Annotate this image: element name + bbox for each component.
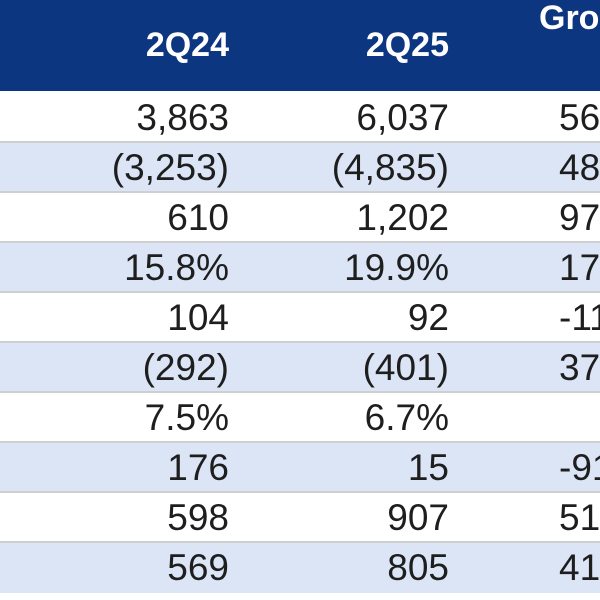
header-growth: Gro	[539, 0, 600, 37]
cell-2q24: 15.8%	[124, 247, 229, 288]
cell-2q24: 104	[167, 297, 229, 338]
table-row: 7.5% 6.7%	[0, 393, 600, 443]
cell-growth: 48	[559, 147, 600, 188]
table-body: 3,863 6,037 56 (3,253) (4,835) 48 610 1,…	[0, 93, 600, 593]
cell-2q24: 610	[167, 197, 229, 238]
cell-2q25: 19.9%	[344, 247, 449, 288]
table-header: 2Q24 2Q25 Gro	[0, 0, 600, 91]
cell-2q24: 3,863	[136, 97, 229, 138]
table-row: (292) (401) 37	[0, 343, 600, 393]
table-row: (3,253) (4,835) 48	[0, 143, 600, 193]
cell-2q25: (401)	[362, 347, 449, 388]
table-row: 176 15 -91	[0, 443, 600, 493]
cell-growth: 56	[559, 97, 600, 138]
cell-2q24: 598	[167, 497, 229, 538]
table-row: 610 1,202 97	[0, 193, 600, 243]
table-row: 3,863 6,037 56	[0, 93, 600, 143]
table-row: 569 805 41	[0, 543, 600, 593]
cell-growth: -91	[559, 447, 600, 488]
table-row: 598 907 51	[0, 493, 600, 543]
cell-growth: 41	[559, 547, 600, 588]
table-row: 104 92 -11	[0, 293, 600, 343]
cell-2q25: (4,835)	[331, 147, 449, 188]
cell-2q25: 1,202	[356, 197, 449, 238]
cell-2q24: 176	[167, 447, 229, 488]
cell-2q25: 6,037	[356, 97, 449, 138]
cell-2q25: 92	[407, 297, 449, 338]
header-2q24: 2Q24	[145, 26, 229, 64]
cell-2q24: (3,253)	[111, 147, 229, 188]
cell-growth: 97	[559, 197, 600, 238]
cell-growth: 51	[559, 497, 600, 538]
cell-growth: -11	[559, 297, 600, 338]
cell-2q25: 6.7%	[364, 397, 449, 438]
cell-2q25: 805	[387, 547, 449, 588]
cell-2q24: 7.5%	[144, 397, 229, 438]
cell-growth: 172	[559, 247, 600, 288]
table-row: 15.8% 19.9% 172	[0, 243, 600, 293]
header-2q25: 2Q25	[365, 26, 449, 64]
cell-2q24: (292)	[142, 347, 229, 388]
cell-2q25: 907	[387, 497, 449, 538]
cell-2q25: 15	[407, 447, 449, 488]
cell-2q24: 569	[167, 547, 229, 588]
cell-growth: 37	[559, 347, 600, 388]
